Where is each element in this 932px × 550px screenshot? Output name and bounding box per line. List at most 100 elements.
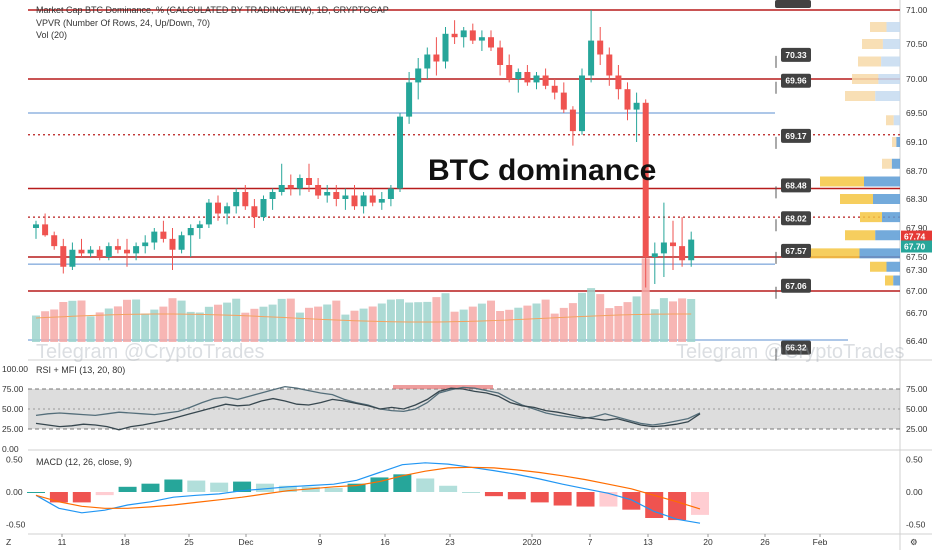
candle-body[interactable] [597, 40, 604, 55]
rsi-left-tick[interactable]: 50.00 [2, 404, 24, 414]
volume-bar[interactable] [605, 308, 614, 342]
level-tag-label[interactable]: 69.17 [785, 131, 807, 141]
volume-bar[interactable] [59, 302, 68, 342]
candle-body[interactable] [287, 185, 294, 189]
volume-bar[interactable] [396, 299, 404, 342]
candle-body[interactable] [196, 224, 203, 228]
volume-bar[interactable] [468, 306, 477, 342]
candle-body[interactable] [205, 202, 212, 225]
candle-body[interactable] [260, 199, 267, 218]
level-tag[interactable] [781, 73, 811, 88]
candle-body[interactable] [679, 246, 686, 261]
macd-panel[interactable]: 0.50 0.00 -0.50 0.50 0.00 -0.50 [6, 455, 926, 530]
macd-histogram-bar[interactable] [210, 482, 229, 492]
candle-body[interactable] [451, 33, 458, 38]
macd-histogram-bar[interactable] [530, 492, 549, 503]
candle-body[interactable] [233, 192, 240, 207]
level-tag[interactable] [781, 211, 811, 226]
candle-body[interactable] [569, 109, 576, 132]
candle-body[interactable] [579, 75, 585, 132]
volume-bar[interactable] [268, 304, 277, 342]
volume-profile-bar[interactable] [896, 137, 900, 147]
volume-bar[interactable] [277, 298, 286, 342]
macd-histogram-bar[interactable] [72, 492, 91, 503]
volume-bar[interactable] [432, 297, 441, 342]
candle-body[interactable] [296, 178, 303, 189]
volume-bar[interactable] [450, 311, 459, 342]
time-tick-label[interactable]: 25 [184, 537, 194, 547]
vpvr-indicator-label[interactable]: VPVR (Number Of Rows, 24, Up/Down, 70) [36, 18, 210, 28]
candle-body[interactable] [369, 195, 376, 203]
volume-bar[interactable] [223, 302, 232, 342]
level-tag-label[interactable]: 66.32 [785, 343, 807, 353]
candle-body[interactable] [96, 249, 103, 257]
price-tick-label[interactable]: 71.00 [906, 5, 928, 15]
volume-bar[interactable] [614, 306, 623, 342]
candle-body[interactable] [633, 102, 640, 110]
time-tick-label[interactable]: 7 [588, 537, 593, 547]
candle-body[interactable] [660, 242, 667, 254]
volume-bar[interactable] [314, 306, 323, 342]
candle-body[interactable] [160, 231, 167, 239]
price-tick-label[interactable]: 68.70 [906, 166, 928, 176]
candle-body[interactable] [333, 192, 340, 199]
volume-bar[interactable] [550, 313, 559, 342]
candle-body[interactable] [87, 249, 94, 254]
candle-body[interactable] [351, 195, 358, 207]
candle-body[interactable] [488, 37, 494, 48]
macd-left-tick[interactable]: 0.50 [6, 455, 23, 465]
macd-histogram-bar[interactable] [187, 480, 206, 492]
candle-body[interactable] [415, 68, 422, 83]
volume-bar[interactable] [295, 312, 304, 342]
candle-body[interactable] [397, 116, 403, 189]
macd-histogram-bar[interactable] [416, 478, 435, 492]
macd-histogram-bar[interactable] [553, 492, 572, 506]
volume-bar[interactable] [41, 311, 50, 342]
volume-bar[interactable] [687, 299, 696, 342]
candle-body[interactable] [378, 199, 385, 203]
candle-body[interactable] [433, 54, 440, 62]
volume-bar[interactable] [250, 308, 259, 342]
volume-bar[interactable] [623, 302, 632, 342]
price-tick-label[interactable]: 67.00 [906, 286, 928, 296]
rsi-right-tick[interactable]: 75.00 [906, 384, 928, 394]
watermark-right[interactable]: Telegram @CryptoTrades [676, 341, 905, 363]
volume-profile-bar[interactable] [878, 74, 900, 84]
last-price-label[interactable]: 67.74 [904, 232, 926, 242]
candle-body[interactable] [278, 185, 285, 192]
rsi-overbought-zone[interactable] [393, 385, 493, 389]
volume-bar[interactable] [177, 300, 186, 342]
candle-body[interactable] [342, 195, 349, 200]
volume-indicator-label[interactable]: Vol (20) [36, 30, 67, 40]
volume-bar[interactable] [659, 298, 668, 342]
volume-bar[interactable] [532, 303, 541, 343]
macd-histogram-bar[interactable] [668, 492, 687, 521]
volume-profile-bar[interactable] [810, 248, 860, 259]
volume-profile-bar[interactable] [858, 56, 882, 67]
macd-histogram-bar[interactable] [622, 492, 641, 510]
volume-bar[interactable] [587, 288, 596, 342]
volume-profile-bar[interactable] [852, 74, 879, 84]
volume-bar[interactable] [332, 300, 341, 342]
macd-left-tick[interactable]: 0.00 [6, 487, 23, 497]
level-tag-label[interactable]: 70.33 [785, 50, 807, 60]
candle-body[interactable] [615, 75, 622, 90]
time-tick-label[interactable]: Feb [813, 537, 828, 547]
rsi-right-tick[interactable]: 25.00 [906, 424, 928, 434]
volume-bar[interactable] [232, 298, 241, 342]
last-price-badge[interactable] [901, 240, 932, 253]
volume-profile-bar[interactable] [845, 230, 876, 241]
candle-body[interactable] [269, 192, 276, 199]
macd-histogram-bar[interactable] [599, 492, 618, 507]
candle-body[interactable] [406, 82, 413, 117]
macd-histogram-bar[interactable] [27, 492, 45, 493]
macd-histogram-bar[interactable] [645, 492, 664, 518]
volume-bar[interactable] [86, 316, 95, 342]
volume-profile-bar[interactable] [820, 176, 864, 187]
price-tick-label[interactable]: 70.50 [906, 39, 928, 49]
time-tick-label[interactable]: 20 [703, 537, 713, 547]
macd-histogram-bar[interactable] [95, 492, 114, 496]
candle-body[interactable] [60, 246, 67, 267]
macd-right-tick[interactable]: -0.50 [906, 520, 926, 530]
